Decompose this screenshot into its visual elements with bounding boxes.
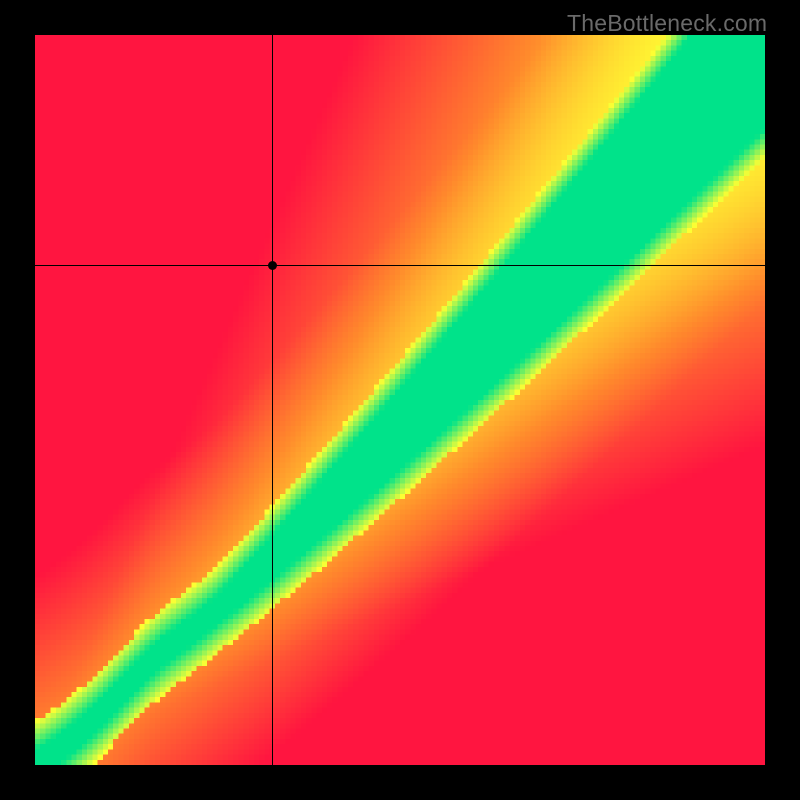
heatmap-plot [35, 35, 765, 765]
crosshair-vertical [272, 35, 273, 765]
watermark-text: TheBottleneck.com [567, 10, 767, 37]
crosshair-horizontal [35, 265, 765, 266]
marker-dot [268, 261, 277, 270]
heatmap-canvas [35, 35, 765, 765]
figure-root: TheBottleneck.com [0, 0, 800, 800]
